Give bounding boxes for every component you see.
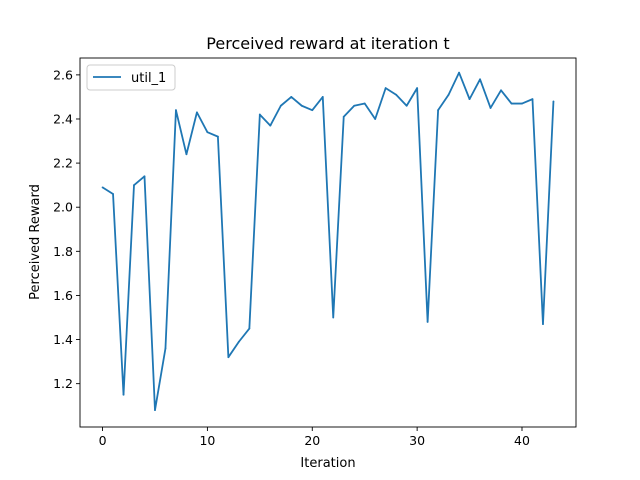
series-layer (101, 71, 555, 412)
data-point (311, 109, 314, 112)
y-axis-label: Perceived Reward (28, 184, 43, 300)
data-point (426, 321, 429, 323)
y-tick-label: 1.8 (53, 244, 73, 259)
data-point (154, 409, 156, 412)
data-point (542, 323, 544, 326)
data-point (143, 175, 146, 178)
data-point (458, 71, 460, 74)
data-point (468, 98, 471, 101)
data-point (112, 193, 114, 195)
x-tick-label: 10 (199, 433, 215, 448)
data-point (479, 78, 481, 81)
x-tick-label: 40 (514, 433, 530, 448)
plot-area: 0 10 20 30 40 1.2 1.4 1.6 1.8 2.0 2.2 2.4 2.6 (53, 57, 577, 448)
data-point (552, 100, 555, 103)
data-point (447, 93, 450, 96)
y-tick-label: 2.0 (53, 200, 73, 215)
data-point (384, 87, 387, 90)
data-point (175, 109, 177, 112)
axes-border (79, 57, 577, 428)
y-axis-ticks: 1.2 1.4 1.6 1.8 2.0 2.2 2.4 2.6 (53, 67, 80, 391)
data-point (227, 356, 230, 359)
legend: util_1 (86, 64, 176, 91)
data-point (321, 96, 324, 98)
data-point (185, 153, 188, 156)
series-line-util_1 (102, 71, 555, 412)
data-point (353, 104, 356, 107)
x-tick-label: 30 (409, 433, 425, 448)
x-axis-label: Iteration (300, 456, 355, 471)
data-point (437, 109, 440, 112)
x-tick-label: 0 (99, 433, 107, 448)
data-point (521, 102, 523, 105)
data-point (500, 89, 502, 92)
chart-title: Perceived reward at iteration t (206, 34, 449, 53)
data-point (164, 347, 167, 350)
data-point (363, 102, 366, 105)
legend-box (86, 64, 176, 91)
data-point (133, 184, 135, 187)
data-point (489, 107, 492, 109)
legend-label: util_1 (131, 71, 166, 86)
data-point (101, 186, 104, 189)
data-point (290, 96, 293, 98)
data-point (510, 102, 513, 105)
y-tick-label: 2.4 (53, 111, 73, 126)
data-point (405, 104, 408, 107)
data-point (531, 98, 534, 101)
data-point (122, 393, 125, 396)
data-point (300, 104, 303, 107)
x-tick-label: 20 (304, 433, 320, 448)
data-point (374, 118, 377, 120)
data-point (196, 111, 198, 114)
data-point (269, 124, 272, 127)
y-tick-label: 1.4 (53, 332, 73, 347)
data-point (342, 115, 345, 118)
data-point (237, 340, 240, 343)
data-point (332, 316, 335, 319)
x-axis-ticks: 0 10 20 30 40 (99, 427, 530, 448)
data-point (216, 135, 219, 138)
data-point (395, 93, 398, 96)
axes-background (80, 58, 576, 427)
data-point (206, 131, 209, 134)
y-tick-label: 1.2 (53, 376, 73, 391)
data-point (416, 87, 419, 90)
data-point (279, 104, 282, 107)
data-point (248, 327, 251, 330)
y-tick-label: 1.6 (53, 288, 73, 303)
y-tick-label: 2.2 (53, 156, 73, 171)
y-tick-label: 2.6 (53, 67, 73, 82)
data-point (258, 113, 261, 116)
